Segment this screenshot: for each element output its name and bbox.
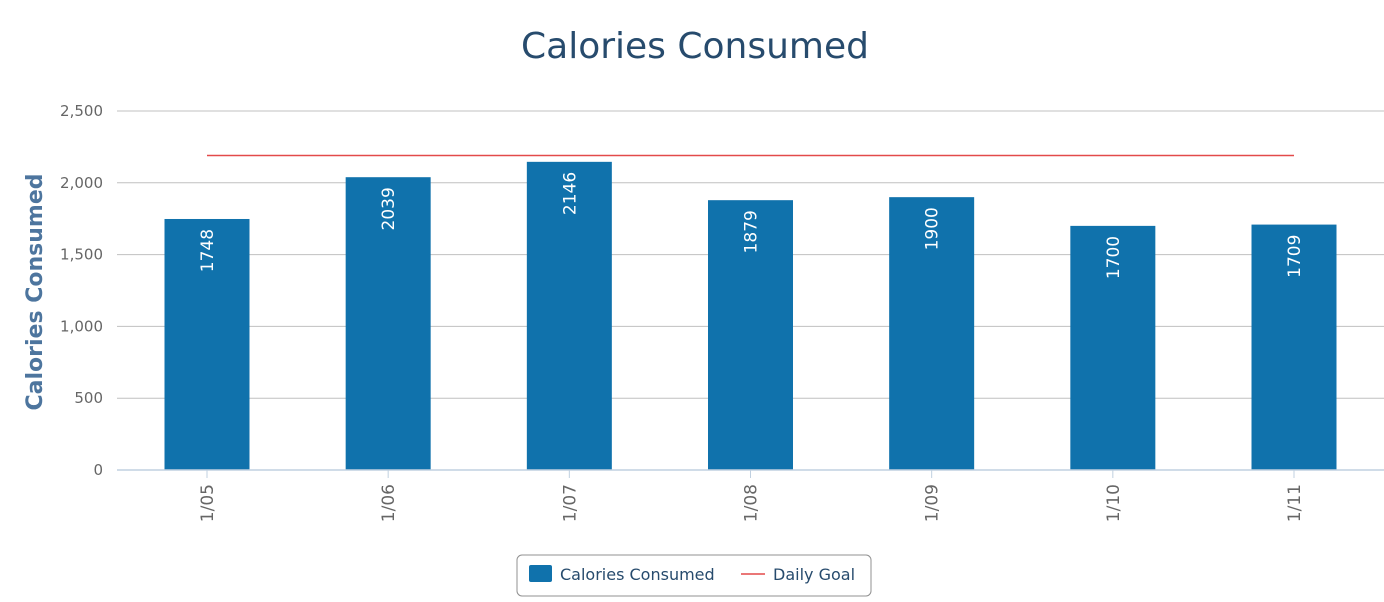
y-tick-label: 0 (93, 461, 103, 479)
x-tick-label: 1/11 (1285, 484, 1305, 522)
y-tick-label: 1,000 (60, 317, 103, 335)
legend-box (516, 554, 872, 597)
x-tick-label: 1/05 (198, 484, 218, 522)
y-tick-label: 2,500 (60, 102, 103, 120)
x-tick-label: 1/07 (560, 484, 580, 522)
bar (1251, 224, 1337, 470)
data-label: 1748 (198, 229, 218, 272)
x-tick-label: 1/08 (742, 484, 762, 522)
data-label: 2146 (560, 172, 580, 215)
x-axis: 1/05 1/06 1/07 1/08 1/09 1/10 1/11 (117, 469, 1384, 522)
data-label: 1900 (923, 207, 943, 250)
x-tick-label: 1/09 (923, 484, 943, 522)
bar (889, 197, 975, 470)
data-label: 1879 (742, 210, 762, 253)
legend-label-goal: Daily Goal (773, 565, 855, 584)
bar (708, 200, 793, 470)
bar (164, 218, 250, 470)
legend[interactable]: Calories Consumed Daily Goal (516, 554, 872, 597)
legend-item-goal[interactable]: Daily Goal (741, 565, 855, 584)
y-axis-title: Calories Consumed (23, 174, 48, 411)
x-tick-label: 1/06 (379, 484, 399, 522)
legend-swatch-calories (529, 565, 552, 582)
x-tick-label: 1/10 (1104, 484, 1124, 522)
bar (345, 177, 431, 471)
data-label: 1709 (1285, 235, 1305, 278)
y-tick-label: 500 (74, 389, 103, 407)
y-tick-label: 2,000 (60, 174, 103, 192)
bar-series (164, 161, 1337, 471)
y-axis-ticks: 0 500 1,000 1,500 2,000 2,500 (60, 102, 103, 479)
y-tick-label: 1,500 (60, 246, 103, 264)
chart-title: Calories Consumed (521, 26, 869, 67)
data-label: 2039 (379, 187, 399, 230)
legend-label-calories: Calories Consumed (560, 565, 715, 584)
bar (526, 161, 612, 470)
bar (1070, 225, 1156, 470)
data-labels: 1748 2039 2146 1879 1900 1700 1709 (198, 172, 1305, 279)
data-label: 1700 (1104, 236, 1124, 279)
legend-item-calories[interactable]: Calories Consumed (529, 565, 715, 584)
